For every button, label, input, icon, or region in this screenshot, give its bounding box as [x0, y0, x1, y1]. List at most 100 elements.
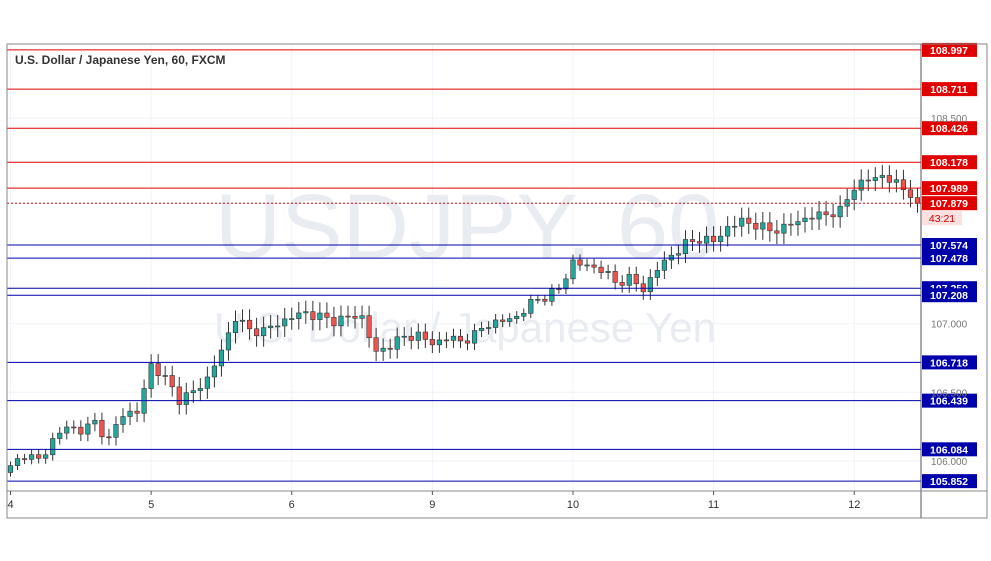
level-label-box: [922, 42, 977, 57]
candle-body: [127, 410, 133, 417]
watermark-symbol: USDJPY, 60: [215, 176, 720, 278]
candle-body: [282, 318, 288, 327]
candle-body: [802, 217, 808, 222]
candle-body: [190, 390, 196, 394]
candle-body: [218, 349, 225, 367]
candle-body: [858, 179, 864, 191]
level-label: 105.852: [930, 476, 968, 488]
y-tick-label: 107.000: [931, 320, 968, 331]
candle-body: [893, 179, 899, 183]
level-label-box: [922, 288, 977, 303]
candle-body: [268, 325, 274, 328]
candle-body: [366, 315, 372, 339]
candle-body: [809, 217, 815, 220]
candle-body: [872, 177, 878, 181]
candle-body: [774, 230, 780, 234]
chart-title: U.S. Dollar / Japanese Yen, 60, FXCM: [15, 53, 226, 67]
candle-body: [682, 239, 689, 254]
candle-body: [584, 264, 590, 267]
candle-body: [886, 175, 892, 183]
candle-body: [521, 313, 527, 317]
candle-body: [493, 319, 499, 328]
candle-body: [331, 317, 337, 327]
candle-body: [99, 419, 105, 438]
candle-body: [92, 419, 98, 425]
level-label-box: [922, 393, 977, 408]
candle-body: [732, 225, 738, 228]
x-tick-label: 10: [567, 499, 579, 511]
candle-body: [43, 454, 49, 459]
candle-body: [675, 253, 682, 256]
candle-body: [619, 282, 625, 286]
candle-body: [450, 335, 457, 341]
candle-body: [85, 423, 91, 435]
candle-body: [781, 223, 787, 234]
countdown-box: [922, 211, 962, 226]
candle-body: [788, 223, 794, 226]
candle-body: [36, 454, 42, 459]
candle-body: [246, 319, 253, 330]
candle-body: [591, 264, 597, 268]
level-label: 106.084: [930, 444, 968, 456]
candle-body: [338, 315, 344, 327]
candle-body: [471, 330, 478, 344]
candle-body: [514, 315, 520, 319]
candle-body: [204, 376, 210, 389]
price-label-box: [922, 196, 977, 211]
candle-body: [598, 266, 604, 273]
candle-body: [436, 339, 442, 346]
level-label: 106.718: [930, 357, 968, 369]
candles: [7, 165, 921, 477]
candle-body: [767, 222, 773, 232]
level-label: 107.478: [930, 253, 968, 265]
candle-body: [907, 189, 914, 198]
candle-body: [661, 259, 667, 271]
candle-body: [528, 299, 534, 314]
level-label-box: [922, 251, 977, 266]
candle-body: [689, 239, 696, 242]
candle-body: [64, 426, 70, 434]
candle-body: [760, 222, 766, 230]
candle-body: [21, 458, 28, 460]
x-tick-label: 12: [848, 499, 860, 511]
candle-body: [739, 217, 745, 227]
candle-body: [380, 347, 386, 352]
candle-body: [289, 318, 295, 320]
candle-body: [401, 335, 407, 338]
level-label-box: [922, 121, 977, 136]
candle-body: [211, 365, 217, 378]
watermark-name: U.S. Dollar / Japanese Yen: [214, 304, 716, 351]
candle-body: [900, 179, 907, 191]
candle-body: [851, 189, 857, 200]
candle-body: [478, 328, 485, 331]
candle-body: [422, 331, 428, 340]
level-label: 108.426: [930, 123, 968, 135]
candle-body: [387, 347, 393, 350]
candle-body: [148, 363, 154, 389]
level-label-box: [922, 238, 977, 253]
grid: [7, 44, 921, 491]
candle-body: [535, 298, 541, 301]
candle-body: [275, 325, 281, 328]
candle-body: [464, 340, 471, 344]
candle-body: [816, 211, 822, 220]
candle-body: [633, 274, 639, 285]
candle-body: [169, 375, 175, 388]
x-tick-label: 4: [7, 499, 13, 511]
candle-body: [654, 270, 660, 278]
candle-body: [183, 392, 189, 405]
candle-body: [155, 363, 161, 377]
level-lines: 108.997 108.711 108.426 108.178 107.989 107.5…: [7, 42, 977, 489]
candle-body: [837, 205, 843, 218]
candle-body: [254, 328, 260, 337]
candle-body: [317, 312, 323, 320]
candle-body: [57, 432, 63, 439]
level-label-box: [922, 181, 977, 196]
candle-body: [113, 424, 119, 438]
candle-body: [324, 312, 330, 318]
candle-body: [823, 211, 829, 216]
candle-body: [14, 458, 21, 466]
candle-body: [570, 259, 576, 280]
